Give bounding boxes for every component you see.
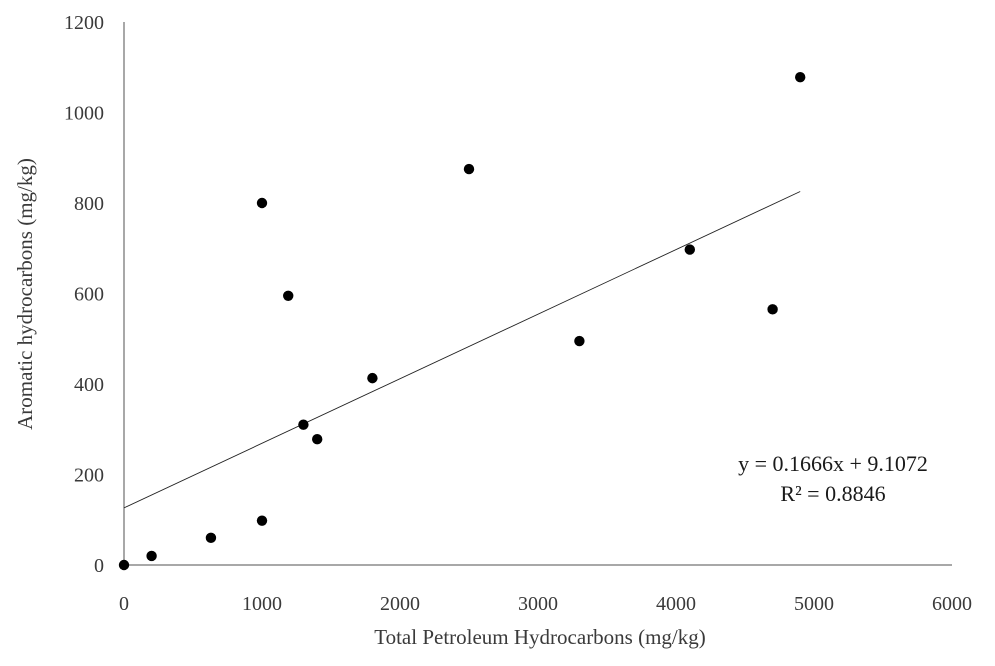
x-tick-label: 1000: [242, 593, 282, 615]
trendline-equation: y = 0.1666x + 9.1072: [738, 451, 928, 476]
data-point: [684, 244, 695, 255]
x-axis-title: Total Petroleum Hydrocarbons (mg/kg): [374, 625, 706, 649]
data-point: [256, 197, 268, 209]
x-tick-label: 4000: [656, 593, 696, 615]
x-axis-ticks: 0 1000 2000 3000 4000 5000 6000: [119, 593, 972, 615]
data-point: [118, 559, 130, 571]
x-tick-label: 5000: [794, 593, 834, 615]
data-point: [283, 290, 294, 301]
y-tick-label: 800: [74, 193, 104, 215]
x-tick-label: 2000: [380, 593, 420, 615]
data-point: [367, 372, 378, 384]
data-point: [256, 515, 268, 526]
x-tick-label: 0: [119, 593, 129, 615]
y-axis-ticks: 0 200 400 600 800 1000 1200: [64, 12, 104, 577]
data-point: [795, 72, 806, 83]
data-points: [118, 72, 806, 571]
data-point: [312, 434, 323, 445]
data-point: [463, 163, 475, 175]
y-tick-label: 1000: [64, 103, 104, 125]
y-tick-label: 200: [74, 465, 104, 487]
data-point: [574, 335, 585, 347]
trendline: [123, 191, 801, 509]
y-tick-label: 600: [74, 284, 104, 306]
data-point: [146, 550, 157, 562]
y-axis-title: Aromatic hydrocarbons (mg/kg): [13, 158, 37, 430]
x-tick-label: 3000: [518, 593, 558, 615]
data-point: [767, 304, 778, 315]
x-tick-label: 6000: [932, 593, 972, 615]
y-tick-label: 400: [74, 374, 104, 396]
y-tick-label: 0: [94, 555, 104, 577]
data-point: [298, 419, 309, 430]
r-squared-label: R² = 0.8846: [780, 481, 885, 506]
y-tick-label: 1200: [64, 12, 104, 34]
data-point: [205, 532, 217, 544]
